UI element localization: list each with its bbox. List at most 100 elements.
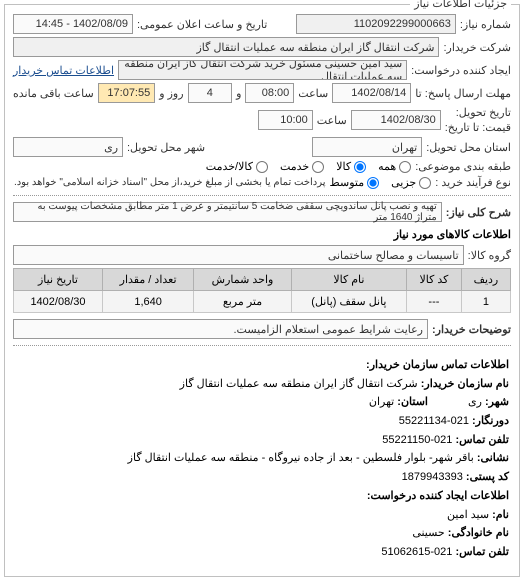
family-label: نام خانوادگی: xyxy=(448,527,509,539)
need-number-label: شماره نیاز: xyxy=(460,18,511,31)
deadline-hour-label: ساعت xyxy=(298,87,328,100)
buyer-label: شرکت خریدار: xyxy=(443,41,511,54)
table-cell: پانل سقف (پانل) xyxy=(291,291,406,313)
table-cell: 1,640 xyxy=(102,291,193,313)
row-delivery: تاریخ تحویل: قیمت: تا تاریخ: 1402/08/30 … xyxy=(13,106,511,134)
name-label: نام: xyxy=(492,509,509,521)
buytype-partial[interactable]: جزیی xyxy=(391,176,431,189)
delivery-times-label: تاریخ تحویل: xyxy=(445,106,511,119)
city-value: ری xyxy=(468,396,482,408)
goods-group: تاسیسات و مصالح ساختمانی xyxy=(13,245,464,265)
grouping-goods-service-label: کالا/خدمت xyxy=(206,160,253,173)
table-cell: 1402/08/30 xyxy=(14,291,103,313)
contact-header: اطلاعات تماس سازمان خریدار: xyxy=(15,356,509,375)
row-deadline: مهلت ارسال پاسخ: تا 1402/08/14 ساعت 08:0… xyxy=(13,83,511,103)
delivery-province-label: استان محل تحویل: xyxy=(426,141,511,154)
creator2-label: اطلاعات ایجاد کننده درخواست: xyxy=(15,487,509,506)
table-cell: متر مربع xyxy=(194,291,292,313)
grouping-service[interactable]: خدمت xyxy=(280,160,324,173)
name-value: سید امین xyxy=(447,509,489,521)
table-row: 1---پانل سقف (پانل)متر مربع1,6401402/08/… xyxy=(14,291,511,313)
creator-label: ایجاد کننده درخواست: xyxy=(411,64,511,77)
table-cell: --- xyxy=(407,291,462,313)
need-desc: تهیه و نصب پانل ساندویچی سقفی ضخامت 5 سا… xyxy=(13,202,442,222)
grouping-goods-service-radio[interactable] xyxy=(256,161,268,173)
divider-1 xyxy=(13,195,511,196)
family-value: حسینی xyxy=(412,527,444,539)
org-name-label: نام سازمان خریدار: xyxy=(421,378,509,390)
delivery-date: 1402/08/30 xyxy=(351,110,441,130)
delivery-hour-label: ساعت xyxy=(317,114,347,127)
grouping-goods[interactable]: کالا xyxy=(336,160,366,173)
grouping-all-radio[interactable] xyxy=(399,161,411,173)
contact-info-block: اطلاعات تماس سازمان خریدار: نام سازمان خ… xyxy=(13,352,511,566)
deadline-remain-label: ساعت باقی مانده xyxy=(13,87,94,100)
address-value: باقر شهر- بلوار فلسطین - بعد از جاده نیر… xyxy=(128,452,474,464)
buytype-medium-label: متوسط xyxy=(330,176,365,189)
need-desc-label: شرح کلی نیاز: xyxy=(446,206,511,219)
row-creator: ایجاد کننده درخواست: سید امین حسینی مسئو… xyxy=(13,60,511,80)
buyer-field: شرکت انتقال گاز ایران منطقه سه عملیات ان… xyxy=(13,37,439,57)
grouping-goods-label: کالا xyxy=(336,160,351,173)
address-label: نشانی: xyxy=(477,452,509,464)
buy-type-note: پرداخت تمام یا بخشی از مبلغ خرید،از محل … xyxy=(14,177,326,188)
panel-title: جزئیات اطلاعات نیاز xyxy=(410,0,511,10)
need-number-field: 1102092299000663 xyxy=(296,14,456,34)
row-goods-group: گروه کالا: تاسیسات و مصالح ساختمانی xyxy=(13,245,511,265)
goods-table: ردیفکد کالانام کالاواحد شمارشتعداد / مقد… xyxy=(13,268,511,313)
deadline-time: 17:07:55 xyxy=(98,83,156,103)
delivery-hour: 10:00 xyxy=(258,110,313,130)
grouping-radio-group: همه کالا خدمت کالا/خدمت xyxy=(206,160,411,173)
table-header: نام کالا xyxy=(291,269,406,291)
province-label: استان: xyxy=(397,396,428,408)
city-label: شهر: xyxy=(485,396,509,408)
table-header: تاریخ نیاز xyxy=(14,269,103,291)
row-need-number: شماره نیاز: 1102092299000663 تاریخ و ساع… xyxy=(13,14,511,34)
delivery-city: ری xyxy=(13,137,123,157)
phone-label: تلفن تماس: xyxy=(455,434,509,446)
announce-label: تاریخ و ساعت اعلان عمومی: xyxy=(137,18,267,31)
grouping-service-radio[interactable] xyxy=(312,161,324,173)
buyer-contact-link[interactable]: اطلاعات تماس خریدار xyxy=(13,64,114,77)
creator-field: سید امین حسینی مسئول خرید شرکت انتقال گا… xyxy=(118,60,407,80)
goods-info-label: اطلاعات کالاهای مورد نیاز xyxy=(13,228,511,241)
buy-type-label: نوع فرآیند خرید : xyxy=(435,176,511,189)
row-buyer-notes: توضیحات خریدار: رعایت شرایط عمومی استعلا… xyxy=(13,319,511,339)
buytype-partial-label: جزیی xyxy=(391,176,416,189)
deadline-to-label: مهلت ارسال پاسخ: تا xyxy=(415,87,511,100)
deadline-hour: 08:00 xyxy=(245,83,294,103)
buytype-radio-group: جزیی متوسط xyxy=(330,176,432,189)
table-header: واحد شمارش xyxy=(194,269,292,291)
need-details-panel: جزئیات اطلاعات نیاز شماره نیاز: 11020922… xyxy=(4,4,520,577)
org-name: شرکت انتقال گاز ایران منطقه سه عملیات ان… xyxy=(180,378,418,390)
table-header: تعداد / مقدار xyxy=(102,269,193,291)
table-header: ردیف xyxy=(461,269,510,291)
buytype-partial-radio[interactable] xyxy=(419,177,431,189)
deadline-days: 4 xyxy=(188,83,233,103)
divider-2 xyxy=(13,345,511,346)
grouping-goods-service[interactable]: کالا/خدمت xyxy=(206,160,268,173)
phone2-label: تلفن تماس: xyxy=(455,546,509,558)
grouping-service-label: خدمت xyxy=(280,160,309,173)
row-province: استان محل تحویل: تهران شهر محل تحویل: ری xyxy=(13,137,511,157)
postcode-label: کد پستی: xyxy=(466,471,509,483)
buytype-medium[interactable]: متوسط xyxy=(330,176,380,189)
buyer-notes-label: توضیحات خریدار: xyxy=(432,323,511,336)
phone-value: 021-55221150 xyxy=(382,434,452,446)
grouping-all[interactable]: همه xyxy=(378,160,411,173)
grouping-goods-radio[interactable] xyxy=(354,161,366,173)
province-value: تهران xyxy=(369,396,394,408)
deadline-sep: و xyxy=(236,87,241,100)
deadline-date: 1402/08/14 xyxy=(332,83,411,103)
table-cell: 1 xyxy=(461,291,510,313)
deadline-days-label: روز و xyxy=(159,87,183,100)
row-buytype: نوع فرآیند خرید : جزیی متوسط پرداخت تمام… xyxy=(13,176,511,189)
row-buyer: شرکت خریدار: شرکت انتقال گاز ایران منطقه… xyxy=(13,37,511,57)
fax-value: 021-55221134 xyxy=(399,415,469,427)
row-need-desc: شرح کلی نیاز: تهیه و نصب پانل ساندویچی س… xyxy=(13,202,511,222)
grouping-all-label: همه xyxy=(378,160,396,173)
postcode-value: 1879943393 xyxy=(402,471,463,483)
delivery-province: تهران xyxy=(312,137,422,157)
table-header: کد کالا xyxy=(407,269,462,291)
buytype-medium-radio[interactable] xyxy=(367,177,379,189)
